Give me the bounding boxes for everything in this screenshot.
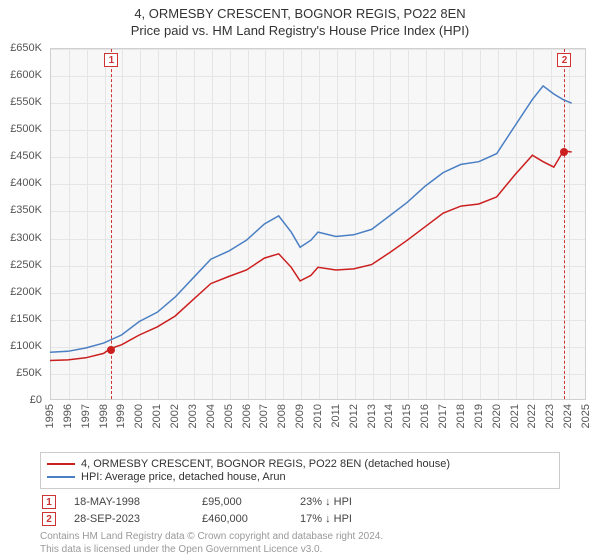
title-address: 4, ORMESBY CRESCENT, BOGNOR REGIS, PO22 … [0, 6, 600, 21]
x-axis-tick-label: 1997 [80, 404, 92, 428]
legend-label: 4, ORMESBY CRESCENT, BOGNOR REGIS, PO22 … [81, 458, 450, 470]
sale-record-row: 2 28-SEP-2023 £460,000 17% ↓ HPI [42, 512, 560, 526]
x-axis-tick-label: 2003 [187, 404, 199, 428]
licence-text: Contains HM Land Registry data © Crown c… [40, 530, 560, 556]
y-axis-tick-label: £650K [0, 42, 42, 54]
x-axis-tick-label: 2023 [544, 404, 556, 428]
chart-container: 4, ORMESBY CRESCENT, BOGNOR REGIS, PO22 … [0, 0, 600, 560]
sale-marker-number: 2 [42, 512, 56, 526]
x-axis-tick-label: 2005 [223, 404, 235, 428]
y-axis-tick-label: £50K [0, 367, 42, 379]
y-axis-tick-label: £250K [0, 259, 42, 271]
x-axis-tick-label: 2017 [437, 404, 449, 428]
x-axis-tick-label: 2008 [276, 404, 288, 428]
chart-area: 12 £0£50K£100K£150K£200K£250K£300K£350K£… [50, 48, 586, 418]
x-axis-tick-label: 2001 [151, 404, 163, 428]
licence-line2: This data is licensed under the Open Gov… [40, 543, 560, 556]
x-axis-tick-label: 2012 [348, 404, 360, 428]
y-axis-tick-label: £550K [0, 96, 42, 108]
x-axis-tick-label: 1999 [115, 404, 127, 428]
sale-date: 18-MAY-1998 [74, 496, 184, 508]
y-axis-tick-label: £400K [0, 177, 42, 189]
footer-block: 4, ORMESBY CRESCENT, BOGNOR REGIS, PO22 … [40, 452, 560, 556]
x-axis-tick-label: 2020 [491, 404, 503, 428]
x-axis-tick-label: 2021 [509, 404, 521, 428]
x-axis-tick-label: 2025 [580, 404, 592, 428]
legend-swatch [47, 476, 75, 478]
y-axis-tick-label: £200K [0, 286, 42, 298]
x-axis-tick-label: 1998 [98, 404, 110, 428]
x-axis-tick-label: 1996 [62, 404, 74, 428]
chart-lines-svg [50, 48, 586, 400]
title-subtitle: Price paid vs. HM Land Registry's House … [0, 23, 600, 38]
x-axis-tick-label: 2019 [473, 404, 485, 428]
y-axis-tick-label: £600K [0, 69, 42, 81]
x-axis-tick-label: 2013 [366, 404, 378, 428]
x-axis-tick-label: 2018 [455, 404, 467, 428]
sale-date: 28-SEP-2023 [74, 513, 184, 525]
y-axis-tick-label: £350K [0, 204, 42, 216]
x-axis-tick-label: 2002 [169, 404, 181, 428]
sale-hpi-diff: 17% ↓ HPI [300, 513, 410, 525]
x-axis-tick-label: 1995 [44, 404, 56, 428]
y-axis-tick-label: £500K [0, 123, 42, 135]
title-block: 4, ORMESBY CRESCENT, BOGNOR REGIS, PO22 … [0, 0, 600, 38]
x-axis-tick-label: 2011 [330, 404, 342, 428]
x-axis-tick-label: 2010 [312, 404, 324, 428]
series-line-hpi [50, 86, 572, 352]
y-axis-tick-label: £150K [0, 313, 42, 325]
sale-hpi-diff: 23% ↓ HPI [300, 496, 410, 508]
x-axis-tick-label: 2006 [241, 404, 253, 428]
sale-marker-number: 1 [42, 495, 56, 509]
sale-price: £95,000 [202, 496, 282, 508]
legend-swatch [47, 463, 75, 465]
sale-record-row: 1 18-MAY-1998 £95,000 23% ↓ HPI [42, 495, 560, 509]
x-axis-tick-label: 2014 [383, 404, 395, 428]
x-axis-tick-label: 2024 [562, 404, 574, 428]
x-axis-tick-label: 2009 [294, 404, 306, 428]
x-axis-tick-label: 2004 [205, 404, 217, 428]
y-axis-tick-label: £0 [0, 394, 42, 406]
x-axis-tick-label: 2000 [133, 404, 145, 428]
legend-label: HPI: Average price, detached house, Arun [81, 471, 286, 483]
x-axis-tick-label: 2022 [526, 404, 538, 428]
legend-row: 4, ORMESBY CRESCENT, BOGNOR REGIS, PO22 … [47, 458, 553, 470]
sale-price: £460,000 [202, 513, 282, 525]
legend-box: 4, ORMESBY CRESCENT, BOGNOR REGIS, PO22 … [40, 452, 560, 489]
y-axis-tick-label: £450K [0, 150, 42, 162]
y-axis-tick-label: £300K [0, 232, 42, 244]
licence-line1: Contains HM Land Registry data © Crown c… [40, 530, 560, 543]
x-axis-tick-label: 2016 [419, 404, 431, 428]
x-axis-tick-label: 2007 [258, 404, 270, 428]
x-axis-tick-label: 2015 [401, 404, 413, 428]
legend-row: HPI: Average price, detached house, Arun [47, 471, 553, 483]
y-axis-tick-label: £100K [0, 340, 42, 352]
